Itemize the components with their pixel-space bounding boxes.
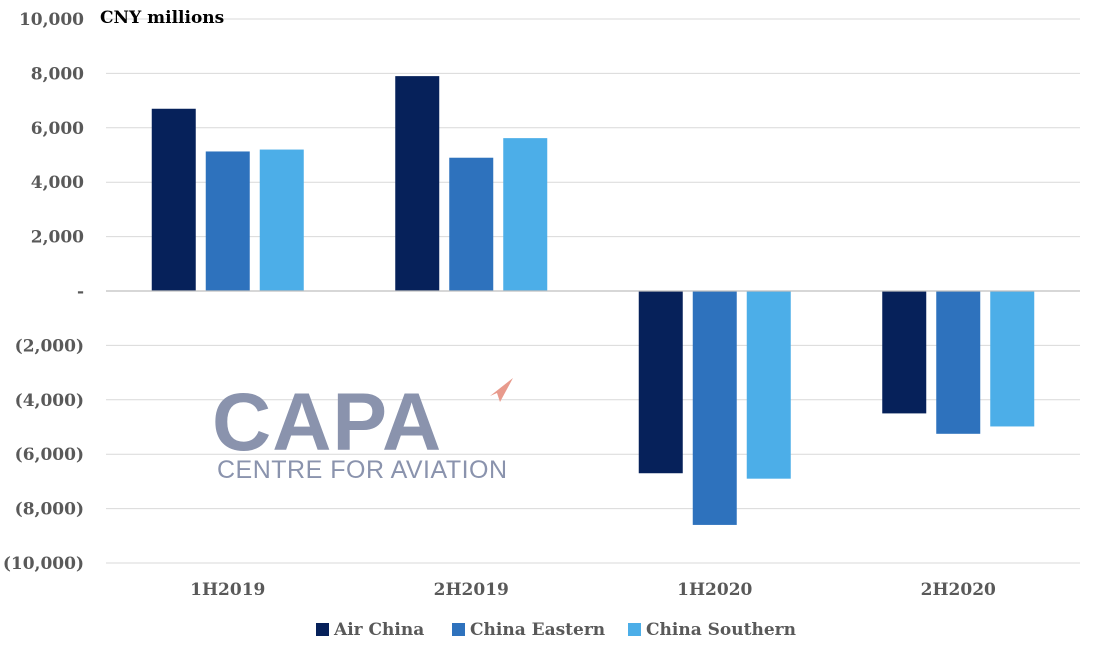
legend-swatch <box>452 623 465 636</box>
bar-china-southern-2h2019 <box>503 138 548 291</box>
bar-air-china-1h2019 <box>151 108 196 291</box>
x-tick-label: 1H2019 <box>190 580 265 600</box>
watermark-subtitle: CENTRE FOR AVIATION <box>217 456 508 484</box>
y-tick-label: 6,000 <box>31 119 84 139</box>
legend: Air China China Eastern China Southern <box>316 620 796 640</box>
x-tick-labels: 1H2019 2H2019 1H2020 2H2020 <box>190 580 996 600</box>
bar-air-china-1h2020 <box>638 291 683 474</box>
bar-china-southern-1h2020 <box>746 291 791 479</box>
bar-china-southern-1h2019 <box>259 149 304 291</box>
bar-china-eastern-1h2020 <box>692 291 737 525</box>
capa-watermark: CAPA CENTRE FOR AVIATION <box>212 377 513 484</box>
bar-china-southern-2h2020 <box>990 291 1035 427</box>
bar-china-eastern-2h2020 <box>936 291 981 434</box>
bar-china-eastern-1h2019 <box>205 151 250 291</box>
y-tick-label: (10,000) <box>3 554 84 574</box>
x-tick-label: 2H2019 <box>434 580 509 600</box>
y-tick-label: (8,000) <box>15 500 84 520</box>
y-tick-label: (4,000) <box>15 391 84 411</box>
y-tick-label: 8,000 <box>31 64 84 84</box>
legend-label: Air China <box>333 620 424 640</box>
y-tick-label: (2,000) <box>15 336 84 356</box>
bar-air-china-2h2019 <box>395 76 440 292</box>
legend-swatch <box>628 623 641 636</box>
legend-swatch <box>316 623 329 636</box>
y-tick-label: 4,000 <box>31 173 84 193</box>
y-tick-label: 2,000 <box>31 228 84 248</box>
bar-china-eastern-2h2019 <box>449 157 494 291</box>
bars <box>151 76 1035 525</box>
unit-label: CNY millions <box>100 8 224 28</box>
y-tick-label: 10,000 <box>19 10 84 30</box>
legend-label: China Southern <box>646 620 796 640</box>
watermark-swoosh-icon <box>490 378 513 402</box>
y-tick-labels: 10,000 8,000 6,000 4,000 2,000 - (2,000) (4,000… <box>3 10 84 574</box>
bar-air-china-2h2020 <box>882 291 927 414</box>
x-tick-label: 2H2020 <box>921 580 996 600</box>
x-tick-label: 1H2020 <box>677 580 752 600</box>
legend-label: China Eastern <box>470 620 605 640</box>
watermark-logo-text: CAPA <box>212 377 442 468</box>
y-tick-label: (6,000) <box>15 445 84 465</box>
y-tick-label: - <box>77 282 84 302</box>
